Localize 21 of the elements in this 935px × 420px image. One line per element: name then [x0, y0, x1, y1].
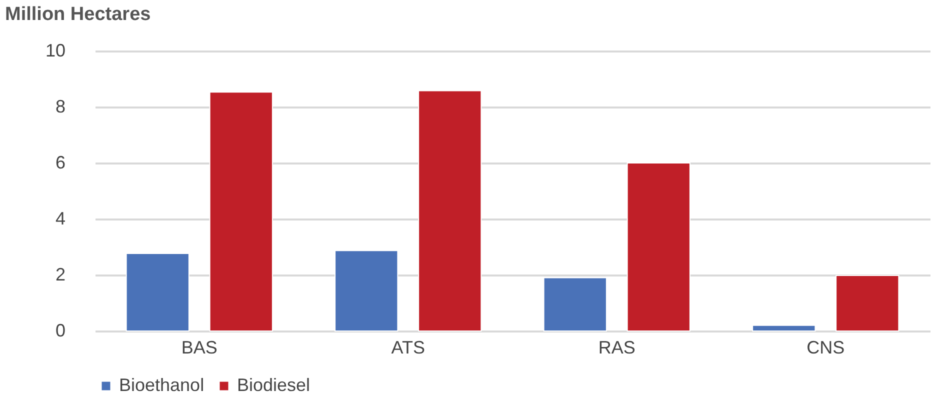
chart-title: Million Hectares: [5, 4, 151, 25]
bar: [334, 250, 398, 332]
y-tick-label: 4: [55, 208, 66, 228]
legend-label: Bioethanol: [119, 375, 204, 395]
bar: [626, 162, 690, 332]
bar: [126, 252, 190, 332]
x-tick-label: ATS: [391, 338, 425, 358]
x-tick-label: RAS: [598, 338, 636, 358]
y-tick-label: 2: [55, 264, 66, 284]
bar: [836, 275, 900, 332]
bar: [209, 92, 273, 332]
bar: [418, 90, 482, 332]
y-tick-label: 8: [55, 96, 66, 116]
bar: [752, 324, 816, 332]
y-tick-label: 10: [45, 40, 66, 60]
bar: [543, 277, 607, 332]
x-tick-label: BAS: [181, 338, 218, 358]
legend-label: Biodiesel: [237, 375, 310, 395]
y-tick-label: 0: [55, 320, 66, 340]
x-tick-label: CNS: [806, 338, 845, 358]
y-tick-label: 6: [55, 152, 66, 172]
